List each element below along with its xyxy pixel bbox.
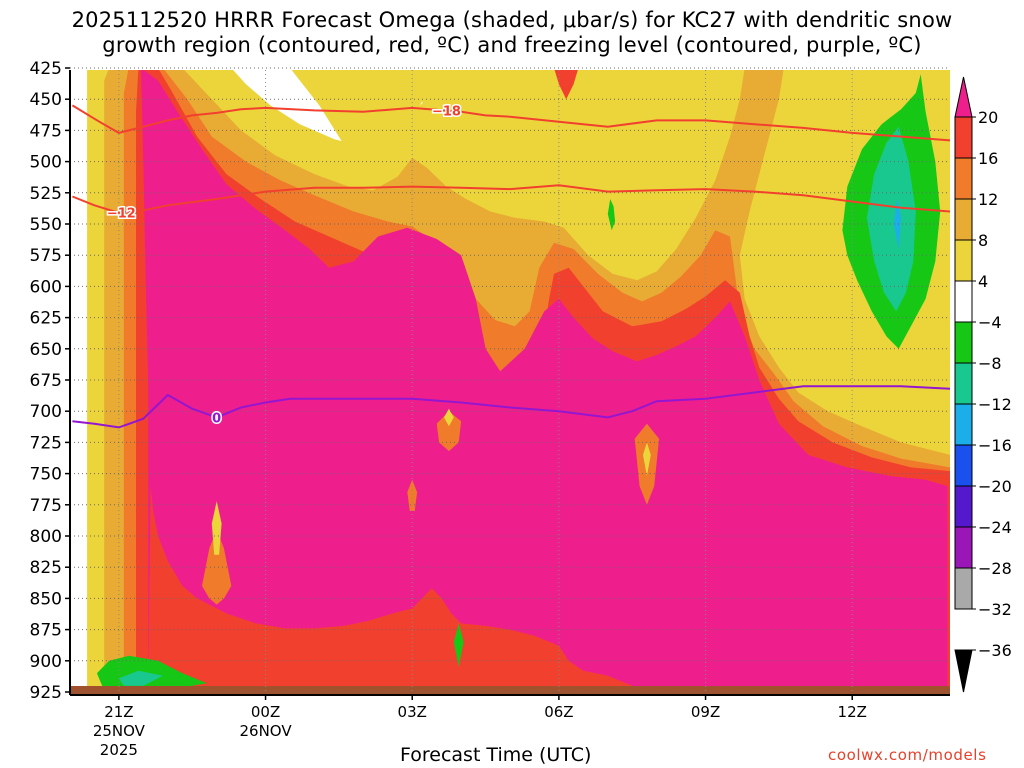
y-tick-label-600: 600: [30, 277, 62, 297]
colorbar-label-3: 8: [978, 231, 988, 250]
y-tick-label-700: 700: [30, 402, 62, 422]
x-tick-date-21Z: 25NOV: [93, 722, 146, 740]
grid-lines: [70, 67, 950, 695]
omega-region-embedded-3: [407, 479, 418, 511]
colorbar-label-4: 4: [978, 272, 988, 291]
site-credit[interactable]: coolwx.com/models: [828, 746, 987, 764]
colorbar-segment-8: [954, 403, 973, 446]
x-tick-label-00Z: 00Z: [251, 703, 280, 721]
omega-region-negative-dark-3: [453, 623, 464, 667]
colorbar-segment-4: [954, 239, 973, 282]
y-tick-label-775: 775: [30, 496, 62, 516]
colorbar-segment-3: [954, 198, 973, 241]
y-tick-label-550: 550: [30, 215, 62, 235]
omega-region-embedded-1: [436, 411, 462, 452]
colorbar-label-5: −4: [978, 313, 1002, 332]
y-tick-label-475: 475: [30, 121, 62, 141]
y-tick-label-450: 450: [30, 90, 62, 110]
colorbar-label-10: −24: [978, 518, 1012, 537]
colorbar-label-1: 16: [978, 149, 998, 168]
dgz-contour-0: [71, 104, 950, 142]
y-tick-label-500: 500: [30, 153, 62, 173]
colorbar-label-7: −12: [978, 395, 1012, 414]
x-tick-date-00Z: 26NOV: [239, 722, 292, 740]
omega-region-negative-teal-1: [866, 126, 916, 312]
freezing-level-contour-label: 0: [212, 411, 221, 426]
colorbar-segment-1: [954, 116, 973, 159]
y-tick-label-425: 425: [30, 59, 62, 79]
omega-region-ge16-1: [554, 70, 578, 100]
y-tick-label-575: 575: [30, 246, 62, 266]
omega-region-negative-blue-0: [893, 199, 902, 249]
colorbar-segment-10: [954, 485, 973, 528]
x-tick-label-21Z: 21Z: [104, 703, 133, 721]
colorbar-segment-2: [954, 157, 973, 200]
colorbar-label-0: 20: [978, 108, 998, 127]
y-tick-label-875: 875: [30, 621, 62, 641]
colorbar-label-6: −8: [978, 354, 1002, 373]
y-tick-label-900: 900: [30, 652, 62, 672]
ground-strip: [70, 686, 950, 695]
contour-lines: −18 −12 0: [71, 103, 950, 429]
colorbar-segment-5: [954, 280, 973, 323]
omega-region-negative-teal-0: [118, 670, 163, 686]
omega-shading: [70, 70, 950, 695]
colorbar-segment-7: [954, 362, 973, 405]
colorbar-label-8: −16: [978, 436, 1012, 455]
omega-region-negative-dark-2: [607, 199, 616, 231]
x-tick-label-12Z: 12Z: [838, 703, 867, 721]
freezing-level-contour: [72, 385, 950, 429]
x-tick-year-21Z: 2025: [100, 741, 138, 759]
chart-title-line2: growth region (contoured, red, ºC) and f…: [102, 33, 922, 57]
x-tick-label-06Z: 06Z: [544, 703, 573, 721]
y-tick-label-825: 825: [30, 558, 62, 578]
chart-title-line1: 2025112520 HRRR Forecast Omega (shaded, …: [71, 8, 953, 32]
y-tick-label-725: 725: [30, 433, 62, 453]
colorbar-bottom-arrow: [954, 649, 973, 693]
colorbar-label-9: −20: [978, 477, 1012, 496]
colorbar-label-11: −28: [978, 559, 1012, 578]
x-tick-label-09Z: 09Z: [691, 703, 720, 721]
y-tick-label-925: 925: [30, 683, 62, 703]
dgz-contour-1-label: −12: [107, 207, 136, 222]
dgz-contour-0-label: −18: [432, 105, 461, 120]
y-tick-label-800: 800: [30, 527, 62, 547]
y-tick-label-650: 650: [30, 340, 62, 360]
y-tick-label-850: 850: [30, 589, 62, 609]
y-tick-label-750: 750: [30, 465, 62, 485]
colorbar-segment-9: [954, 444, 973, 487]
x-axis-label: Forecast Time (UTC): [400, 744, 592, 766]
dgz-contour-1: [72, 184, 950, 214]
y-tick-label-675: 675: [30, 371, 62, 391]
colorbar-label-12: −32: [978, 600, 1012, 619]
omega-region-embedded-inner-1: [444, 408, 454, 427]
colorbar-segment-11: [954, 526, 973, 569]
omega-region-embedded-inner-2: [643, 442, 651, 477]
omega-region-embedded-inner-0: [211, 501, 222, 555]
colorbar-label-13: −36: [978, 641, 1012, 660]
colorbar: 20 16 12 8 4 −4 −8 −12 −16 −20 −24 −28 −32 −36: [954, 76, 1012, 693]
axes: 425 450 475 500 525 550 575 600 625 650 675 700 725 7…: [30, 59, 950, 759]
colorbar-segment-6: [954, 321, 973, 364]
y-tick-label-525: 525: [30, 184, 62, 204]
colorbar-top-arrow: [954, 76, 973, 118]
colorbar-label-2: 12: [978, 190, 998, 209]
x-tick-label-03Z: 03Z: [398, 703, 427, 721]
colorbar-segment-12: [954, 567, 973, 610]
y-tick-label-625: 625: [30, 309, 62, 329]
omega-region-embedded-0: [202, 529, 232, 605]
